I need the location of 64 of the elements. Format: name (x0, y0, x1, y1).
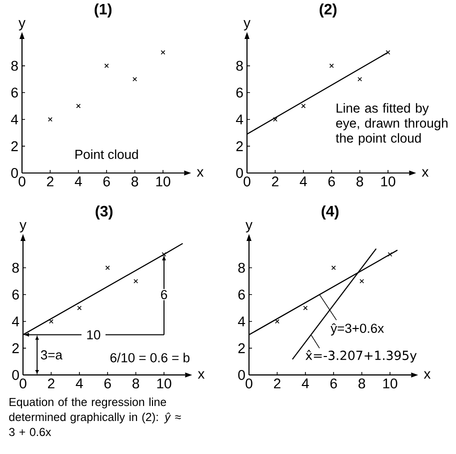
x-tick-label: 4 (300, 176, 307, 186)
x-tick-label: 6 (330, 378, 337, 388)
annotation: 3=a (40, 350, 62, 360)
x-tick-label: 8 (358, 378, 366, 388)
chart-title: (1) (94, 3, 112, 18)
y-tick-label: 6 (12, 290, 19, 300)
y-tick-label: 6 (11, 88, 18, 98)
x-axis-title: x (424, 371, 431, 379)
y-tick-label: 0 (12, 370, 19, 380)
y-tick-label: 0 (238, 370, 245, 380)
annotation: Line as fitted by eye, drawn through the point cloud (336, 103, 448, 146)
x-tick-label: 2 (272, 176, 278, 186)
y-tick-label: 4 (12, 316, 20, 326)
annotation: x̂=-3.207+1.395y (306, 350, 417, 363)
annotation: 6 (161, 290, 168, 300)
x-axis-title: x (422, 169, 429, 177)
y-axis-title: y (244, 20, 250, 30)
x-tick-label: 0 (246, 378, 252, 388)
y-tick-label: 4 (11, 114, 18, 124)
y-tick-label: 8 (11, 60, 18, 71)
y-axis-title: y (246, 222, 252, 232)
x-axis-title: x (196, 169, 204, 177)
x-tick-label: 0 (20, 378, 26, 388)
y-tick-label: 2 (12, 343, 19, 354)
y-tick-label: 2 (238, 343, 245, 354)
x-tick-label: 10 (383, 378, 398, 388)
chart-title: (2) (320, 3, 336, 18)
x-axis-title: x (198, 371, 205, 379)
y-tick-label: 4 (236, 114, 244, 124)
annotation: ŷ=3+0.6x (330, 323, 384, 336)
x-tick-label: 2 (274, 378, 280, 388)
x-tick-label: 4 (74, 176, 82, 186)
y-tick-label: 8 (238, 262, 245, 273)
y-tick-label: 6 (238, 290, 245, 300)
y-axis-title: y (18, 20, 26, 30)
chart-title: (4) (322, 205, 338, 220)
y-tick-label: 0 (11, 168, 18, 178)
y-tick-label: 2 (11, 141, 18, 152)
x-tick-label: 10 (381, 176, 396, 186)
x-tick-label: 10 (156, 176, 170, 186)
y-tick-label: 4 (238, 316, 246, 326)
y-tick-label: 8 (12, 262, 19, 273)
y-tick-label: 6 (236, 88, 243, 98)
x-tick-label: 8 (356, 176, 364, 186)
x-tick-label: 6 (103, 176, 110, 186)
x-tick-label: 4 (302, 378, 309, 388)
x-tick-label: 10 (157, 378, 172, 388)
annotation: 10 (87, 330, 100, 340)
y-axis-title: y (20, 222, 26, 232)
annotation: Point cloud (76, 149, 138, 159)
text: Equation of the regression line determined graphically in (2): ŷ ≈ 3 + 0.6x (9, 398, 181, 436)
annotation: 6/10 = 0.6 = b (110, 352, 190, 362)
y-tick-label: 0 (236, 168, 243, 178)
x-tick-label: 2 (47, 176, 54, 186)
x-tick-label: 6 (328, 176, 335, 186)
y-tick-label: 2 (236, 141, 243, 152)
x-tick-label: 4 (76, 378, 83, 388)
x-tick-label: 0 (18, 176, 26, 186)
x-tick-label: 8 (132, 378, 140, 388)
y-tick-label: 8 (236, 60, 243, 71)
x-tick-label: 6 (104, 378, 111, 388)
x-tick-label: 8 (132, 176, 138, 186)
chart-title: (3) (96, 205, 112, 220)
x-tick-label: 2 (48, 378, 54, 388)
